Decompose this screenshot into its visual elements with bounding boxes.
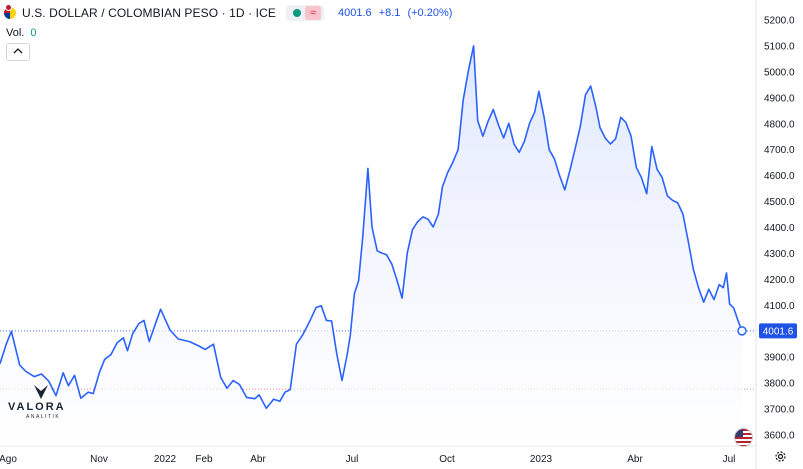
price-change-percent: (+0.20%) [407,7,453,19]
time-tick-label: Abr [627,454,643,465]
price-tick-label: 5200.0 [764,16,795,27]
price-area-fill [0,45,742,447]
last-price-dot [737,326,747,336]
price-tick-label: 3700.0 [764,405,795,416]
logo-name: VALORA [8,401,66,413]
us-flag-icon[interactable] [734,428,753,447]
price-tick-label: 4900.0 [764,93,795,104]
logo-subtitle: ANALITIK [26,414,61,420]
time-tick-label: 2022 [154,454,177,465]
price-tick-label: 4400.0 [764,223,795,234]
volume-legend: Vol. 0 [6,27,36,39]
price-tick-label: 4500.0 [764,197,795,208]
price-tick-label: 4300.0 [764,249,795,260]
time-tick-label: Abr [250,454,266,465]
price-tick-label: 3900.0 [764,353,795,364]
time-tick-label: Oct [439,454,455,465]
price-tick-label: 4800.0 [764,119,795,130]
price-line [0,45,743,410]
time-tick-label: Feb [195,454,213,465]
price-tick-label: 5100.0 [764,41,795,52]
quote-values: 4001.6 +8.1 (+0.20%) [338,7,456,19]
gear-icon[interactable] [774,450,787,463]
time-tick-label: 2023 [530,454,553,465]
time-tick-label: Jul [723,454,736,465]
price-change: +8.1 [378,7,401,19]
time-tick-label: Ago [0,454,17,465]
price-tick-label: 4600.0 [764,171,795,182]
collapse-legend-button[interactable] [6,43,30,61]
price-tick-label: 3800.0 [764,379,795,390]
volume-value: 0 [30,27,37,39]
last-price-label: 4001.6 [763,326,794,337]
status-pill[interactable]: ≈ [285,5,324,21]
symbol-title[interactable]: U.S. DOLLAR / COLOMBIAN PESO · 1D · ICE [22,6,276,20]
price-tick-label: 4700.0 [764,145,795,156]
valora-logo-mark-icon [34,385,48,399]
price-tick-label: 3600.0 [764,431,795,442]
time-axis-ticks: Ago Nov 2022 Feb Abr Jul Oct 2023 Abr Jul [0,454,735,465]
time-tick-label: Jul [346,454,359,465]
time-tick-label: Nov [90,454,108,465]
currency-pair-flag-icon [4,4,16,19]
price-tick-label: 5000.0 [764,67,795,78]
valora-logo: VALORA ANALITIK [8,383,78,423]
approx-icon: ≈ [304,6,321,20]
volume-label: Vol. [6,27,25,39]
price-tick-label: 4100.0 [764,301,795,312]
price-axis-ticks: 5200.0 5100.0 5000.0 4900.0 4800.0 4700.0 4600… [764,16,795,442]
price-tick-label: 4200.0 [764,275,795,286]
chart-header: U.S. DOLLAR / COLOMBIAN PESO · 1D · ICE … [0,4,456,22]
last-price-label-bg [759,323,797,339]
market-open-dot-icon [292,9,301,17]
last-price: 4001.6 [337,7,372,19]
chevron-up-icon [13,48,23,54]
